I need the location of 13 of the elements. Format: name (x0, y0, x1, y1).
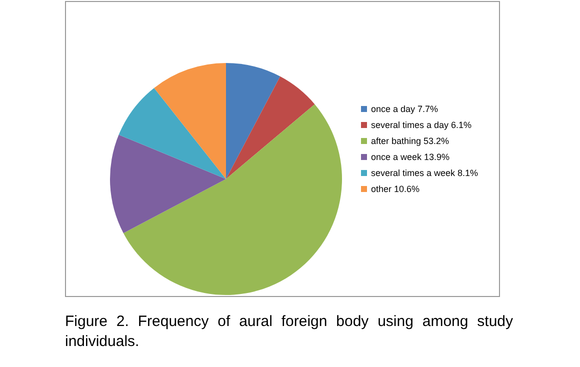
caption: Figure 2. Frequency of aural foreign body using among study individuals. (65, 312, 513, 352)
legend-label: several times a day 6.1% (371, 119, 472, 132)
pie-slice (110, 134, 226, 234)
legend-label: several times a week 8.1% (371, 167, 478, 180)
legend-label: after bathing 53.2% (371, 135, 450, 148)
pie-slice (154, 63, 226, 179)
legend-label: once a week 13.9% (371, 151, 450, 164)
pie-slice (226, 63, 280, 179)
pie-slice (118, 88, 226, 179)
pie-slice (123, 104, 342, 295)
legend-label: once a day 7.7% (371, 103, 438, 116)
pie-slice (226, 76, 315, 179)
legend-label: other 10.6% (371, 183, 420, 196)
